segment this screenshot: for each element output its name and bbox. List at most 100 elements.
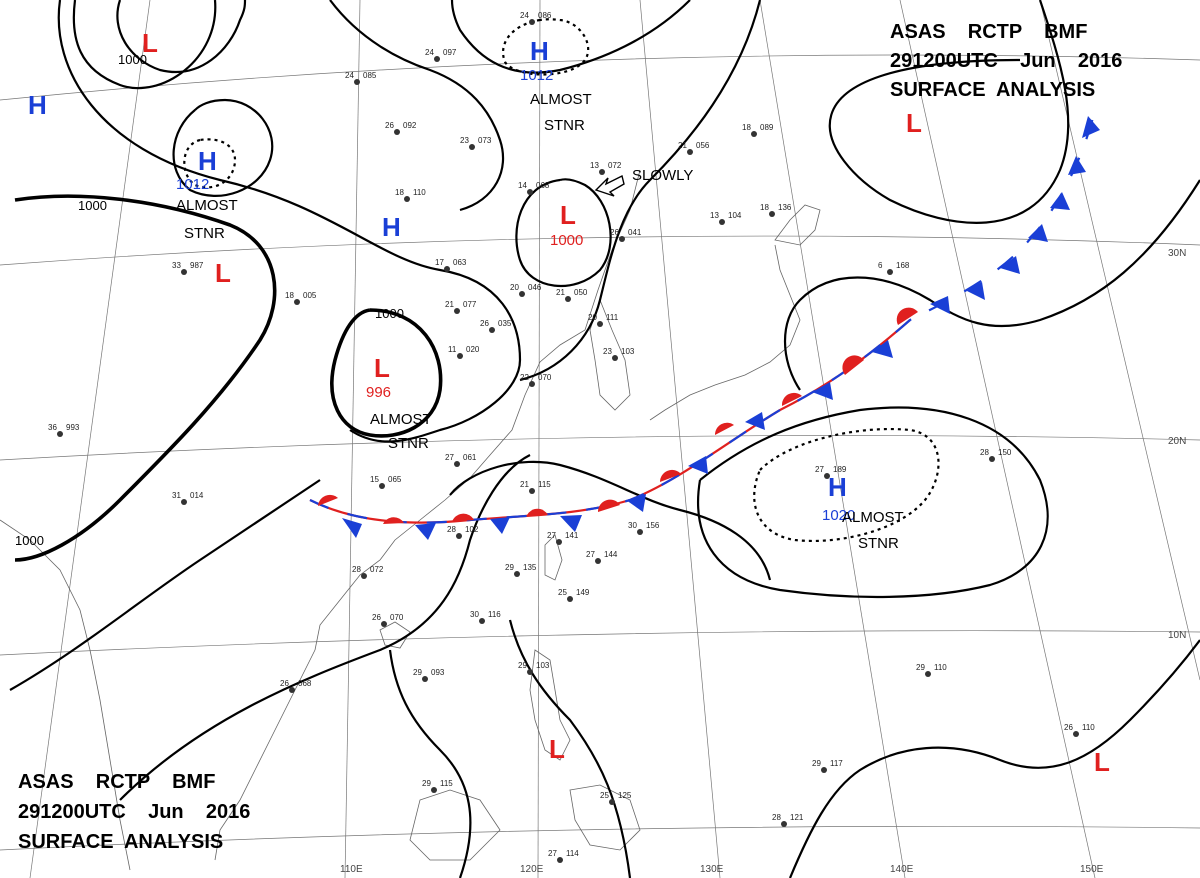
station-plot: 26 092: [385, 121, 417, 135]
longitude-line-130e: [639, 0, 721, 878]
isobar-dashed: [502, 18, 590, 76]
station-plot: 23 103: [603, 347, 635, 361]
station-pressure: 987: [190, 261, 204, 270]
low-pressure-icon: L: [215, 258, 231, 288]
station-plot: 6 168: [878, 261, 910, 275]
header-bottom-left: ASAS RCTP BMF 291200UTC Jun 2016 SURFACE…: [18, 771, 250, 853]
station-circle-icon: [599, 169, 605, 175]
cold-front-triangle: [415, 523, 436, 540]
latitude-label: 20N: [1168, 436, 1186, 447]
station-pressure: 073: [478, 136, 492, 145]
header-line-2: 291200UTC Jun 2016: [890, 50, 1122, 72]
station-circle-icon: [609, 799, 615, 805]
station-plot: 18 005: [285, 291, 317, 305]
station-temp: 26: [385, 121, 394, 130]
cold-front-triangles: [342, 116, 1100, 540]
isobar: [329, 0, 505, 212]
high-pressure-icon: H: [530, 36, 549, 66]
isobar: [519, 0, 762, 382]
isobar: [449, 460, 772, 581]
station-pressure: 072: [608, 161, 622, 170]
station-temp: 18: [285, 291, 294, 300]
station-pressure: 103: [621, 347, 635, 356]
station-circle-icon: [887, 269, 893, 275]
station-temp: 29: [518, 661, 527, 670]
station-pressure: 089: [760, 123, 774, 132]
station-temp: 27: [445, 453, 454, 462]
isobar: [57, 0, 522, 443]
low-pressure-icon: L: [374, 353, 390, 383]
longitude-line-150e: [899, 0, 1096, 878]
station-plot: 22 070: [520, 373, 552, 387]
station-temp: 26: [610, 228, 619, 237]
station-circle-icon: [687, 149, 693, 155]
longitude-label: 150E: [1080, 864, 1104, 875]
longitude-label: 110E: [340, 864, 363, 875]
coast-korea: [589, 298, 631, 411]
station-temp: 17: [435, 258, 444, 267]
station-plot: 28 121: [772, 813, 804, 827]
isobar-dashed: [753, 427, 940, 543]
station-circle-icon: [181, 269, 187, 275]
station-pressure: 068: [298, 679, 312, 688]
station-pressure: 144: [604, 550, 618, 559]
station-pressure: 103: [536, 661, 550, 670]
station-plot: 30 116: [470, 610, 501, 624]
station-plot: 26 070: [372, 613, 404, 627]
low-pressure-icon: L: [906, 108, 922, 138]
header-line-1: ASAS RCTP BMF: [890, 21, 1087, 43]
station-circle-icon: [824, 473, 830, 479]
coordinate-labels: 30N 20N 10N 110E 120E 130E 140E 150E: [340, 248, 1186, 875]
latitude-line-30n: [0, 235, 1200, 266]
station-temp: 21: [445, 300, 454, 309]
station-plot: 13 072: [590, 161, 622, 175]
station-temp: 21: [520, 480, 529, 489]
cold-front-triangle: [930, 296, 950, 314]
station-plot: 18 089: [742, 123, 774, 137]
pressure-value: 1012: [176, 176, 209, 193]
station-pressure: 092: [403, 121, 417, 130]
station-circle-icon: [527, 669, 533, 675]
motion-labels: ALMOST STNR ALMOST STNR ALMOST STNR ALMO…: [176, 91, 904, 552]
isobar: [172, 98, 274, 197]
header-line-1: ASAS RCTP BMF: [18, 771, 215, 793]
station-circle-icon: [567, 596, 573, 602]
station-plot: 28 072: [352, 565, 384, 579]
station-plot: 27 141: [547, 531, 579, 545]
station-pressure: 993: [66, 423, 80, 432]
cold-front-triangle: [1068, 156, 1086, 175]
station-circle-icon: [619, 236, 625, 242]
station-temp: 25: [600, 791, 609, 800]
station-temp: 29: [422, 779, 431, 788]
station-circle-icon: [769, 211, 775, 217]
station-plot: 29 135: [505, 563, 537, 577]
station-circle-icon: [597, 321, 603, 327]
station-circle-icon: [529, 381, 535, 387]
station-temp: 24: [425, 48, 434, 57]
coast-indochina: [214, 649, 316, 861]
slowly-label: SLOWLY: [632, 167, 693, 184]
station-pressure: 014: [190, 491, 204, 500]
station-circle-icon: [381, 621, 387, 627]
station-pressure: 035: [498, 319, 512, 328]
station-pressure: 121: [790, 813, 804, 822]
station-plot: 24 097: [425, 48, 457, 62]
stnr-label: STNR: [544, 117, 585, 134]
station-temp: 26: [280, 679, 289, 688]
warm-front-bumps: [318, 307, 918, 524]
station-circle-icon: [181, 499, 187, 505]
station-circle-icon: [57, 431, 63, 437]
station-plot: 31 014: [172, 491, 204, 505]
station-circle-icon: [751, 131, 757, 137]
station-pressure: 020: [466, 345, 480, 354]
stnr-label: STNR: [184, 225, 225, 242]
station-circle-icon: [595, 558, 601, 564]
isobar-value: 1000: [78, 198, 107, 213]
high-pressure-icon: H: [828, 472, 847, 502]
isobars: [9, 0, 1200, 878]
cold-front-triangle: [490, 517, 510, 534]
isobar-1000: [330, 308, 443, 438]
warm-front-bump: [896, 307, 918, 325]
station-plot: 29 115: [422, 779, 453, 793]
station-pressure: 085: [363, 71, 377, 80]
